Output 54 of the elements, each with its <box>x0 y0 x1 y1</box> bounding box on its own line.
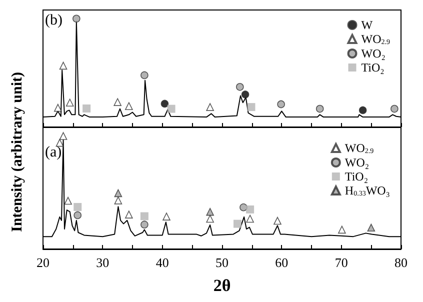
point <box>206 103 214 111</box>
x-tick-label: 40 <box>156 255 169 270</box>
y-axis-title: Intensity (arbitrary unit) <box>10 72 26 232</box>
point <box>236 83 244 91</box>
point <box>114 189 122 198</box>
point <box>54 104 62 112</box>
x-tick-label: 70 <box>334 255 348 270</box>
legend-label: TiO₂ <box>344 170 368 184</box>
point <box>160 100 169 108</box>
point <box>114 196 122 204</box>
point <box>140 220 148 228</box>
point <box>367 224 376 232</box>
annotation: (b) <box>45 12 62 28</box>
point <box>277 100 285 108</box>
point <box>206 208 214 216</box>
point <box>241 90 250 98</box>
point <box>64 196 72 205</box>
legend-label: WO₂ <box>361 46 386 60</box>
x-tick-label: 80 <box>394 255 408 270</box>
x-tick-label: 50 <box>216 255 228 270</box>
point <box>72 14 80 23</box>
point <box>114 98 122 106</box>
point <box>246 214 254 223</box>
point <box>140 212 148 220</box>
point <box>59 62 68 70</box>
x-tick-label: 60 <box>275 255 288 270</box>
x-tick-label: 30 <box>96 255 110 270</box>
legend-label: TiO₂ <box>361 60 384 74</box>
point <box>66 98 74 107</box>
point <box>358 106 367 114</box>
point <box>140 71 148 80</box>
point <box>125 102 133 110</box>
point <box>338 226 346 234</box>
x-tick-label: 20 <box>36 255 50 270</box>
point <box>247 103 256 112</box>
point <box>240 203 248 212</box>
point <box>390 104 398 113</box>
annotation: (a) <box>45 144 62 160</box>
point <box>246 205 254 214</box>
point <box>74 211 82 220</box>
point <box>206 214 214 223</box>
point <box>162 212 170 220</box>
point <box>59 132 68 140</box>
point <box>56 138 64 147</box>
x-axis-title: 2θ <box>213 276 231 295</box>
point <box>234 220 242 228</box>
point <box>82 104 91 112</box>
point <box>125 210 133 218</box>
point <box>274 216 282 225</box>
point <box>74 202 82 211</box>
point <box>316 104 324 113</box>
legend-label: W <box>361 18 374 32</box>
legend-label: WO₂ <box>344 156 370 170</box>
point <box>167 104 176 113</box>
